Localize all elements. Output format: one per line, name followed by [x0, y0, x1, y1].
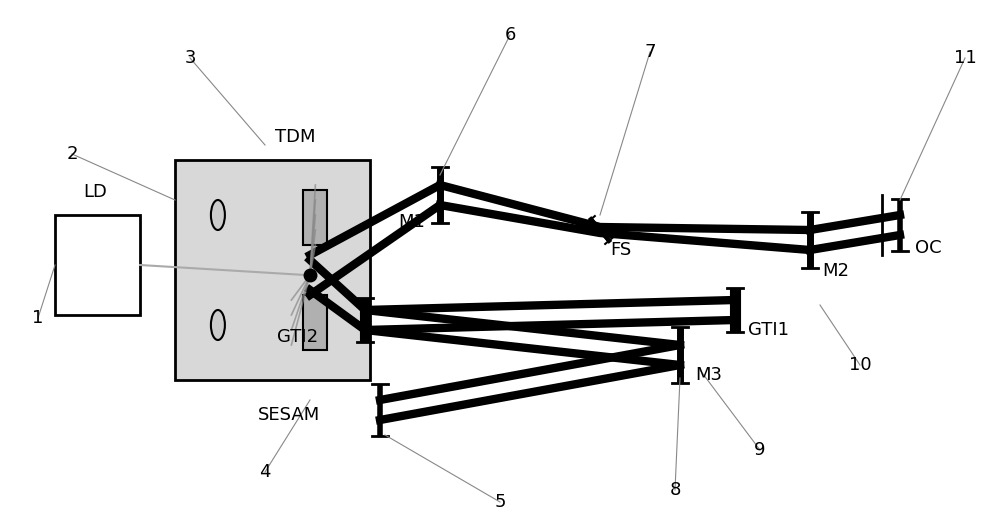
Text: 4: 4	[259, 463, 271, 481]
Bar	[175, 160, 370, 380]
Text: 5: 5	[494, 493, 506, 511]
Text: 10: 10	[849, 356, 871, 374]
Text: TDM: TDM	[275, 128, 315, 146]
Bar	[303, 295, 327, 350]
Text: M2: M2	[822, 262, 849, 280]
Ellipse shape	[211, 310, 225, 340]
Text: M3: M3	[695, 366, 722, 384]
Text: 1: 1	[32, 309, 44, 327]
Text: 11: 11	[954, 49, 976, 67]
Bar	[55, 215, 140, 315]
Text: M1: M1	[398, 213, 425, 231]
Text: FS: FS	[610, 241, 631, 259]
Text: 8: 8	[669, 481, 681, 499]
Bar	[303, 190, 327, 245]
Ellipse shape	[211, 200, 225, 230]
Text: 7: 7	[644, 43, 656, 61]
Text: GTI2: GTI2	[277, 328, 318, 346]
Text: OC: OC	[915, 239, 942, 257]
Text: LD: LD	[83, 183, 107, 201]
Text: 9: 9	[754, 441, 766, 459]
Text: 6: 6	[504, 26, 516, 44]
Text: SESAM: SESAM	[258, 406, 320, 424]
Text: GTI1: GTI1	[748, 321, 789, 339]
Text: 3: 3	[184, 49, 196, 67]
Text: 2: 2	[66, 145, 78, 163]
